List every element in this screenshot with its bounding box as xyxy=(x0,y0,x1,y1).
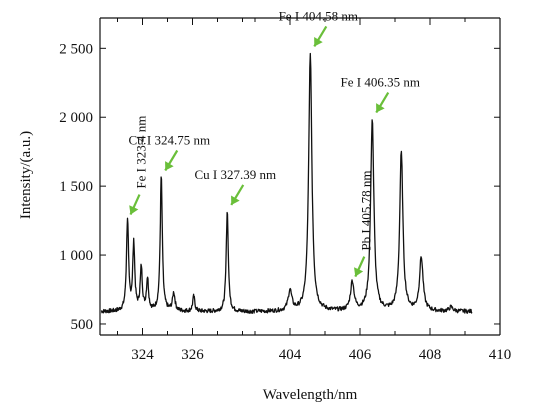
y-tick-label: 1 000 xyxy=(59,248,93,264)
y-tick-label: 2 000 xyxy=(59,110,93,126)
x-tick-label: 326 xyxy=(181,347,204,363)
annotation-arrow-head xyxy=(376,103,385,113)
annotation-label: Fe I 406.35 nm xyxy=(341,75,420,90)
plot-area xyxy=(100,52,473,314)
x-tick-label: 404 xyxy=(279,347,302,363)
annotation-label: Cu I 327.39 nm xyxy=(194,167,276,182)
annotation-arrow-head xyxy=(129,205,139,215)
x-axis-title: Wavelength/nm xyxy=(263,387,358,403)
annotation-arrow-head xyxy=(314,37,323,47)
annotation-arrow-head xyxy=(231,195,240,205)
annotation-arrow-head xyxy=(165,161,174,171)
annotation-arrow-head xyxy=(354,267,364,277)
y-tick-label: 500 xyxy=(71,317,94,333)
annotation-label: Fe I 404.58 nm xyxy=(279,8,358,23)
x-tick-label: 324 xyxy=(131,347,154,363)
axes: 500 1 000 1 500 2 000 2 500 324 326 404 406 408 41… xyxy=(59,17,512,363)
annotation-label: Cu I 324.75 nm xyxy=(128,133,210,148)
y-tick-label: 1 500 xyxy=(59,179,93,195)
spectrum-line xyxy=(100,52,473,314)
annotation-label: Fe I 323.4 nm xyxy=(134,116,149,189)
y-axis-title: Intensity/(a.u.) xyxy=(18,131,34,219)
x-tick-label: 408 xyxy=(419,347,442,363)
annotation-label: Pb I 405.78 nm xyxy=(358,170,373,250)
x-tick-label: 406 xyxy=(349,347,372,363)
y-tick-label: 2 500 xyxy=(59,41,93,57)
x-tick-label: 410 xyxy=(489,347,512,363)
